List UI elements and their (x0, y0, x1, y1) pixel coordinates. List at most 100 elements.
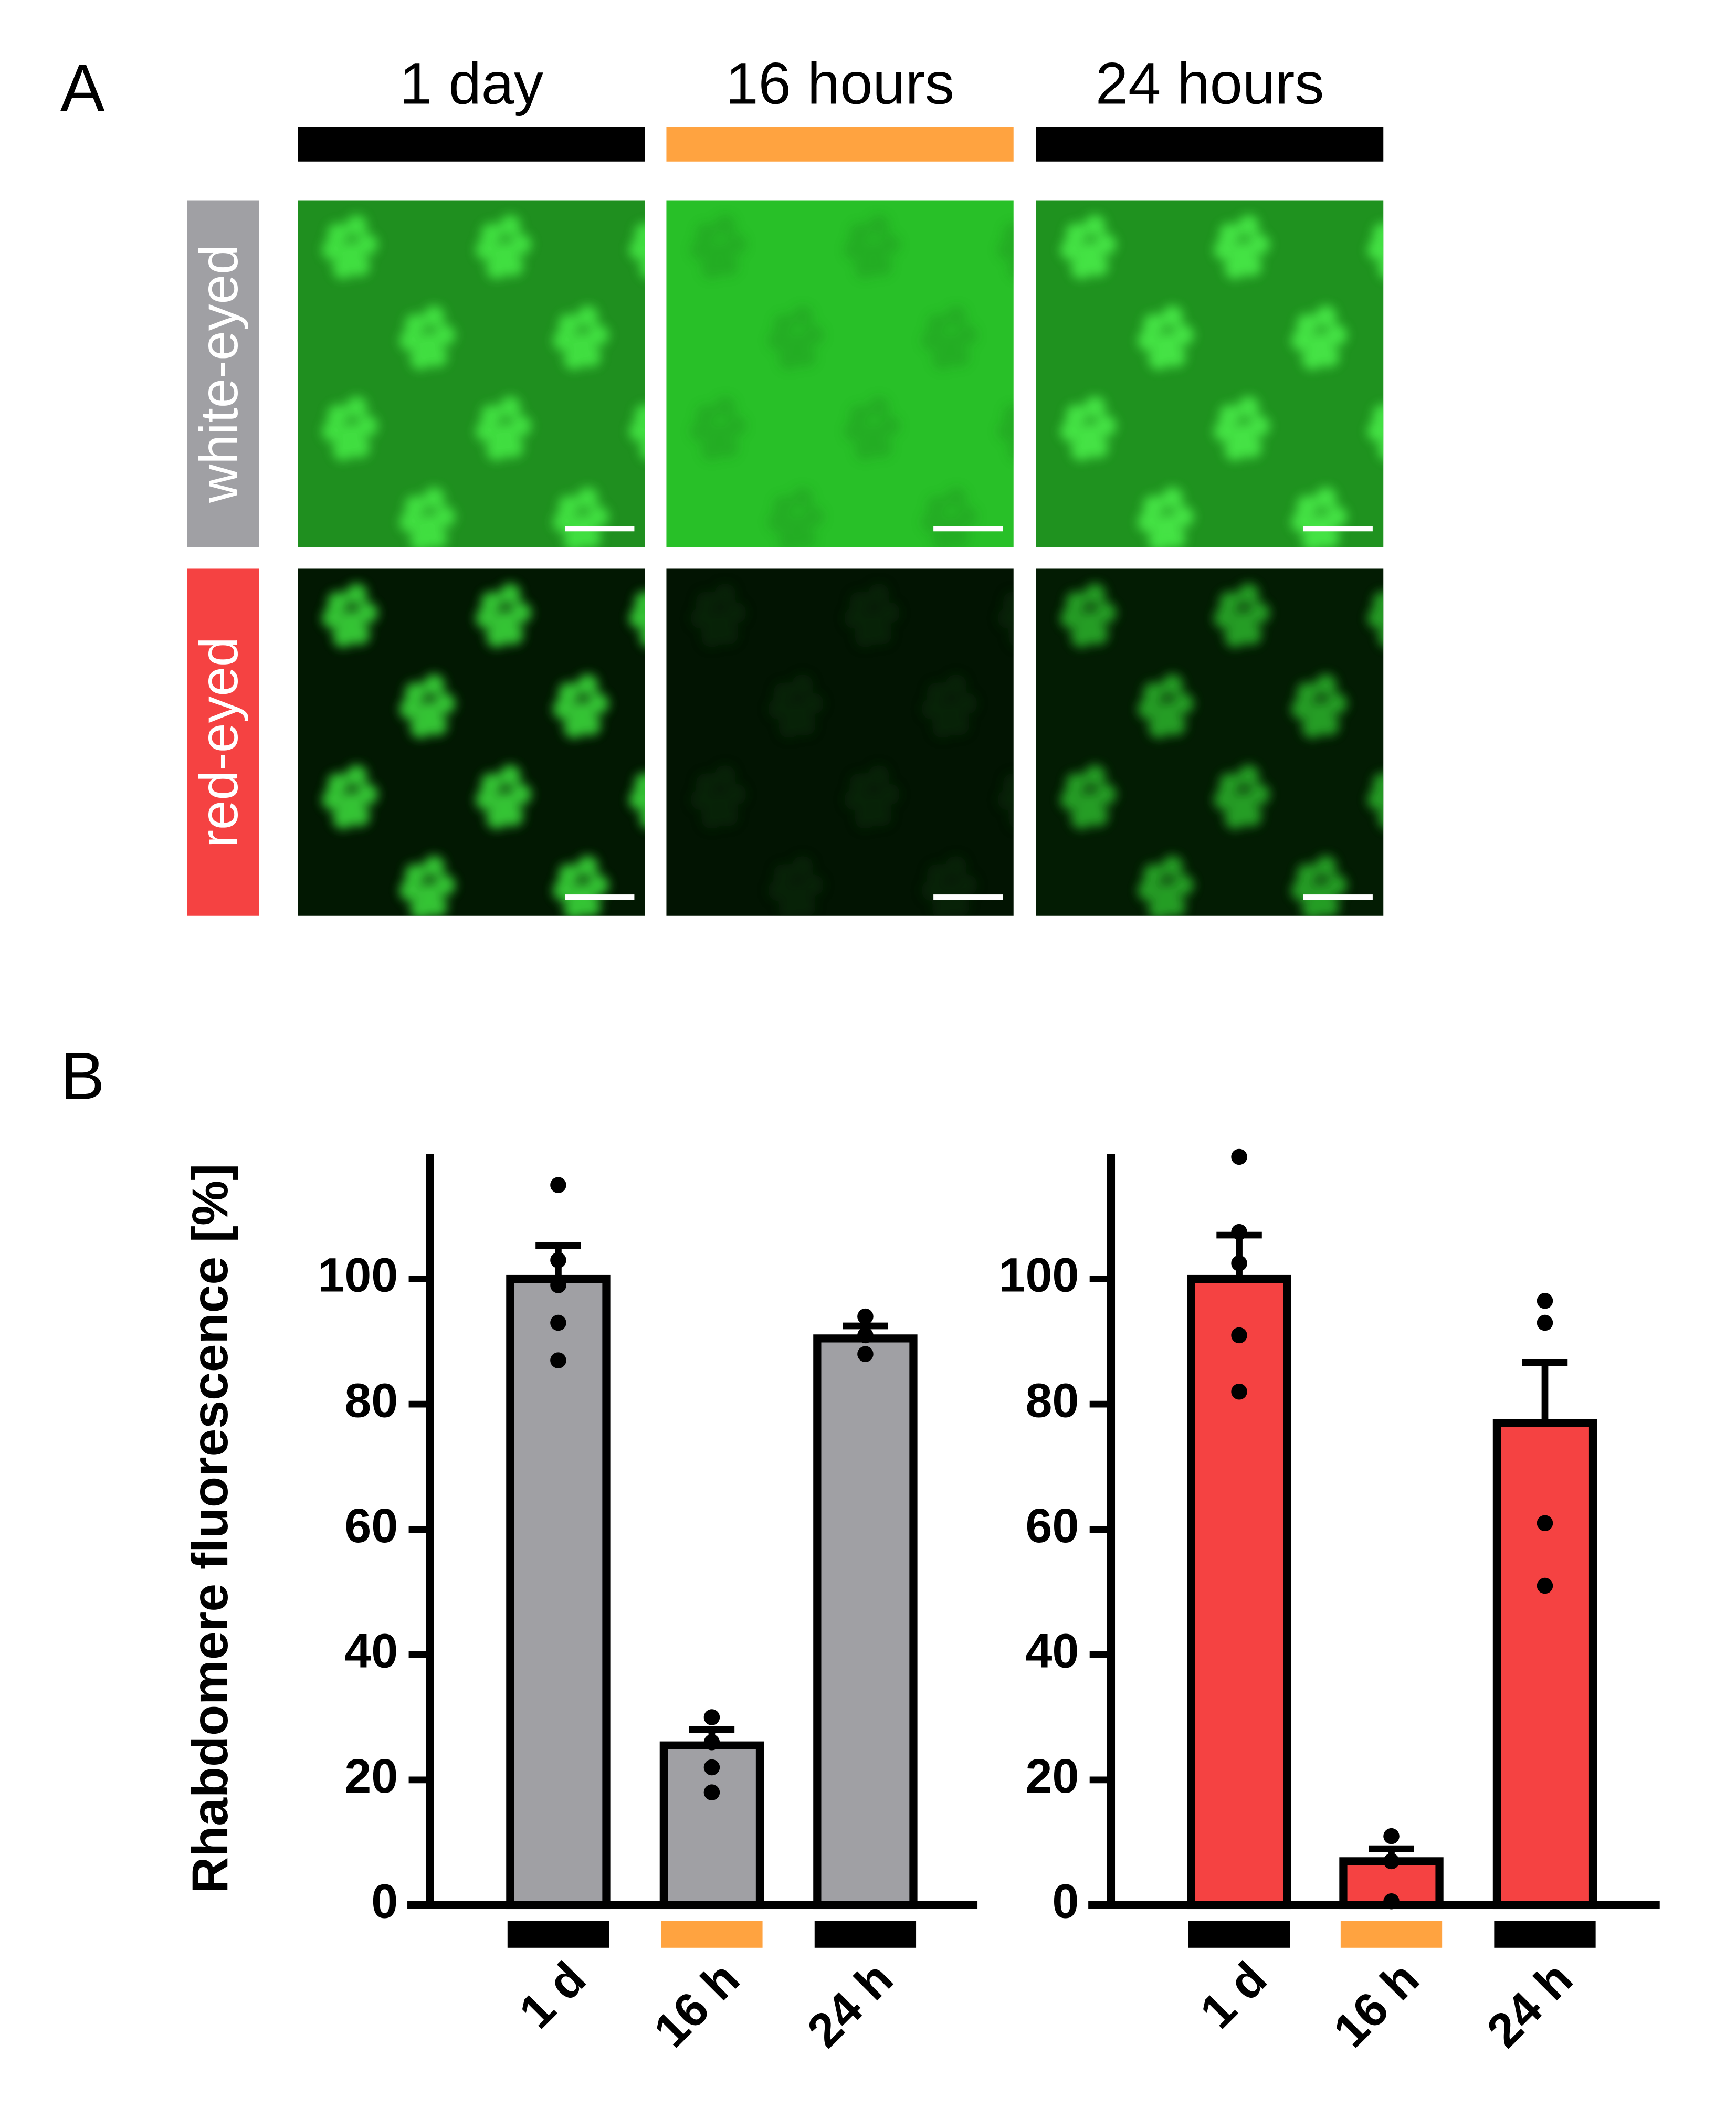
rhabdomere (1238, 215, 1259, 237)
rhabdomere (332, 439, 354, 461)
rhabdomere (563, 716, 585, 739)
rhabdomere (486, 807, 508, 829)
rhabdomere (1456, 530, 1477, 552)
rhabdomere (1456, 899, 1477, 920)
data-point (1537, 1293, 1553, 1309)
rhabdomere (1315, 674, 1337, 696)
y-tick-label: 20 (1026, 1749, 1079, 1803)
rhabdomere (399, 698, 421, 720)
rhabdomere (948, 714, 970, 736)
rhabdomere (1219, 591, 1241, 613)
rhabdomere (1087, 255, 1109, 277)
rhabdomere (332, 807, 354, 829)
row-label-box (187, 200, 259, 547)
rhabdomere (1445, 880, 1466, 901)
rhabdomere (346, 765, 367, 787)
rhabdomere (1240, 255, 1262, 277)
rhabdomere (399, 880, 421, 901)
rhabdomere (1071, 807, 1092, 829)
rhabdomere (1008, 440, 1014, 459)
rhabdomere (1378, 627, 1384, 646)
rhabdomere (399, 511, 421, 533)
rhabdomere (767, 330, 790, 351)
rhabdomere (792, 305, 814, 328)
rhabdomere (1071, 257, 1092, 279)
rhabdomere (346, 396, 367, 418)
rhabdomere (410, 716, 432, 739)
rhabdomere (475, 420, 497, 442)
data-point (1383, 1893, 1400, 1910)
rhabdomere (1392, 396, 1413, 418)
rhabdomere (1071, 626, 1092, 648)
rhabdomere (1386, 241, 1407, 263)
rhabdomere (1479, 874, 1501, 896)
data-point (550, 1277, 566, 1293)
rhabdomere (1291, 698, 1313, 720)
rhabdomere (577, 305, 598, 328)
rhabdomere (1060, 420, 1082, 442)
rhabdomere (717, 623, 739, 645)
rhabdomere (322, 420, 343, 442)
rhabdomere (356, 602, 378, 624)
rhabdomere (948, 345, 970, 367)
rhabdomere (510, 602, 532, 624)
rhabdomere (1469, 674, 1490, 695)
rhabdomere (1214, 607, 1235, 629)
rhabdomere (1392, 765, 1413, 786)
rhabdomere (1479, 693, 1501, 714)
rhabdomere (629, 239, 645, 260)
rhabdomere (1372, 404, 1384, 426)
rhabdomere (802, 874, 824, 896)
rhabdomere (956, 324, 978, 346)
rhabdomere (1402, 234, 1424, 255)
rhabdomere (1143, 495, 1165, 517)
rhabdomere (1164, 527, 1186, 547)
rhabdomere (1325, 324, 1348, 346)
y-tick-label: 80 (1026, 1374, 1079, 1427)
rhabdomere (580, 345, 601, 367)
rhabdomere (792, 674, 814, 696)
rhabdomere (948, 895, 970, 916)
rhabdomere (499, 396, 521, 418)
rhabdomere (1325, 693, 1348, 714)
condition-bar (507, 1921, 609, 1948)
rhabdomere (870, 255, 892, 277)
rhabdomere (1392, 215, 1413, 236)
rhabdomere (634, 404, 645, 426)
rhabdomere (486, 626, 508, 648)
rhabdomere-pattern (1060, 583, 1501, 920)
data-point (703, 1784, 720, 1800)
rhabdomere (870, 805, 892, 827)
rhabdomere (1095, 783, 1117, 805)
bar (813, 1334, 918, 1910)
rhabdomere (426, 527, 448, 547)
rhabdomere (639, 259, 645, 278)
rhabdomere (1402, 602, 1424, 624)
rhabdomere (1060, 607, 1082, 629)
rhabdomere (844, 420, 866, 442)
rhabdomere (921, 330, 943, 351)
rhabdomere (792, 487, 814, 509)
data-point (1231, 1255, 1247, 1271)
rhabdomere (932, 898, 954, 916)
rhabdomere (499, 583, 521, 605)
rhabdomere (767, 880, 790, 901)
rhabdomere (1003, 223, 1014, 245)
data-point (1537, 1314, 1553, 1331)
rhabdomere (399, 330, 421, 351)
rhabdomere (349, 255, 370, 277)
rhabdomere (1240, 623, 1262, 645)
rhabdomere (802, 324, 824, 346)
rhabdomere (346, 583, 367, 605)
rhabdomere (580, 527, 601, 547)
rhabdomere-pattern (690, 583, 1014, 916)
rhabdomere (855, 807, 876, 829)
rhabdomere (778, 716, 800, 739)
rhabdomere (639, 627, 645, 646)
rhabdomere (945, 674, 967, 696)
rhabdomere (332, 626, 354, 648)
y-tick-label: 40 (1026, 1624, 1079, 1678)
rhabdomere (634, 773, 645, 795)
rhabdomere (434, 693, 456, 714)
rhabdomere (701, 807, 723, 829)
